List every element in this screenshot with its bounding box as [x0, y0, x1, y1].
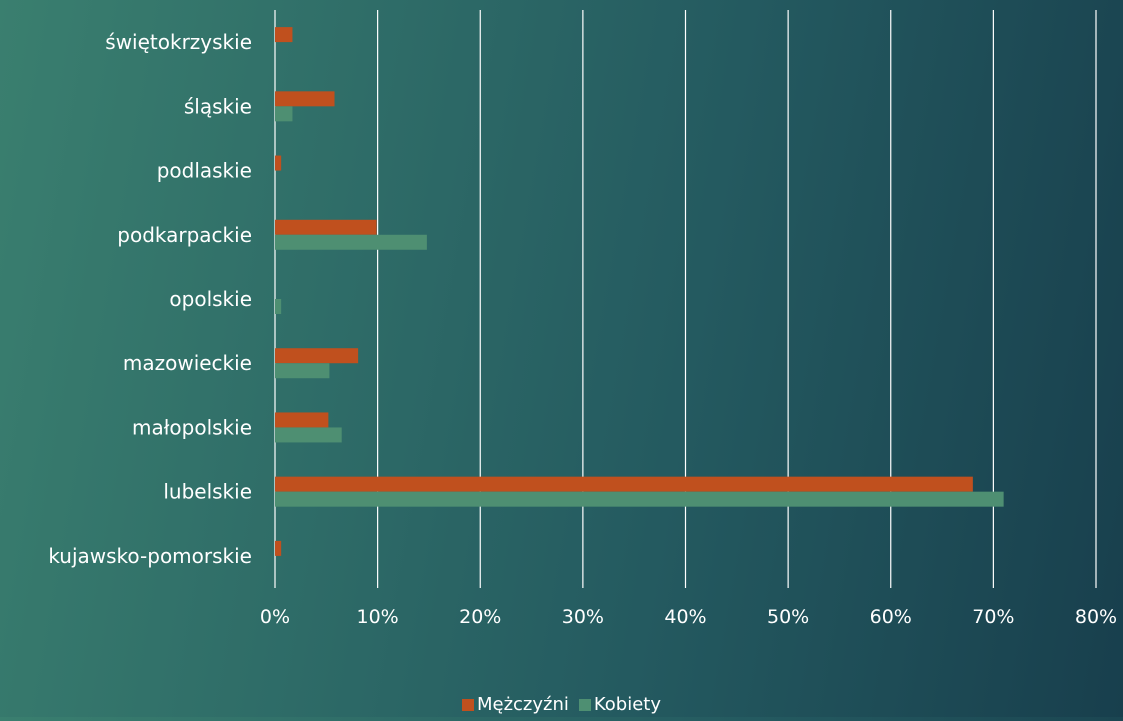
x-tick-label: 50% — [767, 606, 809, 628]
category-label: kujawsko-pomorskie — [48, 544, 252, 568]
legend-swatch-women — [578, 698, 591, 711]
category-label: świętokrzyskie — [105, 30, 252, 54]
bar-women — [275, 299, 282, 314]
x-tick-label: 20% — [459, 606, 501, 628]
category-label: śląskie — [184, 94, 252, 118]
legend-item-women: Kobiety — [578, 694, 662, 715]
bar-men — [275, 91, 335, 107]
bar-women — [275, 363, 330, 379]
legend-label-men: Mężczyźni — [476, 694, 569, 715]
category-label: podlaskie — [157, 159, 252, 183]
bar-men — [275, 476, 973, 492]
bar-women — [275, 427, 342, 443]
legend-swatch-men — [461, 698, 474, 711]
legend-label-women: Kobiety — [593, 694, 662, 715]
bar-women — [275, 234, 427, 250]
x-tick-label: 40% — [664, 606, 706, 628]
legend: Mężczyźni Kobiety — [0, 694, 1123, 715]
category-labels: kujawsko-pomorskie lubelskie małopolskie ma… — [48, 30, 252, 568]
bar-women — [275, 491, 1004, 507]
bar-women — [275, 106, 293, 122]
bar-men — [275, 27, 293, 43]
x-tick-label: 60% — [870, 606, 912, 628]
bar-men — [275, 219, 377, 235]
bar-men — [275, 348, 359, 364]
category-label: małopolskie — [132, 415, 252, 439]
bars — [275, 27, 1004, 556]
x-tick-label: 70% — [972, 606, 1014, 628]
category-label: podkarpackie — [117, 223, 252, 247]
category-label: mazowieckie — [123, 351, 252, 375]
x-tick-label: 30% — [562, 606, 604, 628]
x-tick-labels: 0% 10% 20% 30% 40% 50% 60% 70% 80% — [260, 606, 1117, 628]
x-tick-label: 10% — [357, 606, 399, 628]
x-tick-label: 80% — [1075, 606, 1117, 628]
bar-men — [275, 155, 282, 171]
gridlines — [274, 10, 1097, 588]
category-label: lubelskie — [163, 480, 252, 504]
x-tick-label: 0% — [260, 606, 290, 628]
bar-men — [275, 412, 329, 428]
bar-men — [275, 540, 282, 556]
legend-item-men: Mężczyźni — [461, 694, 569, 715]
category-label: opolskie — [169, 287, 252, 311]
